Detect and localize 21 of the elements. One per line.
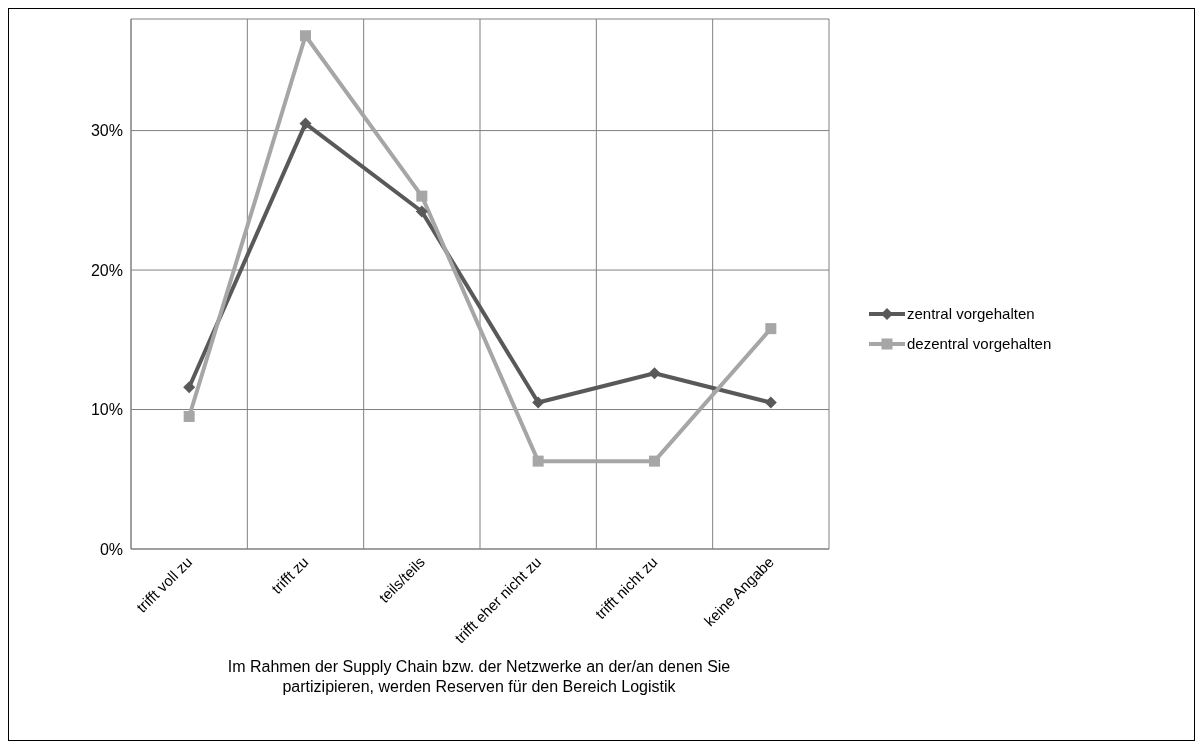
point: [300, 30, 311, 42]
point: [649, 455, 660, 467]
y-tick-label: 30%: [90, 122, 123, 140]
point: [183, 381, 196, 394]
point: [764, 396, 777, 409]
point: [765, 323, 777, 335]
point: [416, 190, 428, 202]
point: [183, 411, 195, 422]
point: [299, 117, 312, 130]
legend-label: zentral vorgehalten: [907, 304, 1035, 324]
y-tick-label: 20%: [90, 261, 123, 279]
point: [415, 205, 428, 218]
x-tick-label: trifft voll zu: [132, 553, 196, 616]
legend-label: dezentral vorgehalten: [907, 334, 1052, 354]
point: [648, 367, 661, 380]
x-tick-label: trifft zu: [267, 553, 312, 597]
y-tick-label: 0%: [99, 540, 123, 558]
point: [532, 396, 545, 409]
point: [532, 455, 544, 467]
x-axis-title: Im Rahmen der Supply Chain bzw. der Netzwerke an der/an denen Sie partizipieren, werden Reserven für den Bereich Logistik: [226, 657, 732, 697]
y-tick-label: 10%: [90, 401, 123, 419]
